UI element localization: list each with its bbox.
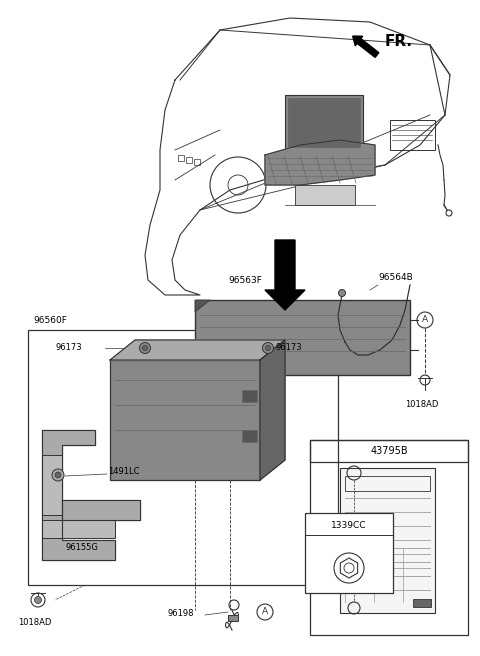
Text: FR.: FR. [385, 35, 413, 49]
Bar [340, 468, 435, 613]
Bar [186, 157, 192, 163]
Circle shape [143, 346, 147, 350]
Bar [390, 120, 435, 150]
Circle shape [35, 596, 41, 604]
Bar [413, 599, 431, 607]
Circle shape [140, 342, 151, 354]
Bar [310, 440, 468, 635]
Circle shape [263, 342, 274, 354]
Polygon shape [265, 140, 375, 185]
FancyArrow shape [353, 36, 379, 57]
Bar [345, 476, 430, 491]
Text: 96198: 96198 [168, 609, 194, 617]
Circle shape [265, 346, 271, 350]
Bar [305, 513, 393, 593]
Polygon shape [110, 340, 285, 360]
Bar [195, 300, 410, 375]
Polygon shape [62, 500, 140, 520]
Text: A: A [422, 316, 428, 325]
Circle shape [338, 289, 346, 297]
Bar [28, 330, 338, 585]
Polygon shape [260, 340, 285, 480]
Bar [228, 615, 238, 621]
Text: 1491LC: 1491LC [108, 468, 140, 476]
Bar [295, 185, 355, 205]
Text: 43795B: 43795B [370, 446, 408, 456]
Bar [242, 390, 257, 402]
Bar [288, 98, 360, 147]
Text: 96155G: 96155G [65, 543, 98, 552]
Polygon shape [42, 430, 115, 560]
Bar [42, 520, 115, 538]
Text: 96563F: 96563F [228, 276, 262, 285]
Text: 1018AD: 1018AD [18, 618, 51, 627]
Text: 96173: 96173 [275, 344, 301, 352]
Polygon shape [265, 240, 305, 310]
Bar [285, 95, 363, 150]
Circle shape [52, 469, 64, 481]
Text: 96173: 96173 [55, 344, 82, 352]
Bar [110, 360, 260, 480]
Bar [242, 430, 257, 442]
Circle shape [55, 472, 61, 478]
Bar [310, 440, 468, 462]
Text: 1018AD: 1018AD [405, 400, 438, 409]
Text: 1339CC: 1339CC [331, 520, 367, 529]
Text: 96564B: 96564B [378, 273, 413, 282]
Bar [42, 455, 62, 515]
Bar [194, 159, 200, 165]
Polygon shape [195, 300, 210, 312]
Text: A: A [262, 607, 268, 617]
Bar [178, 155, 184, 161]
Text: 96560F: 96560F [33, 316, 67, 325]
